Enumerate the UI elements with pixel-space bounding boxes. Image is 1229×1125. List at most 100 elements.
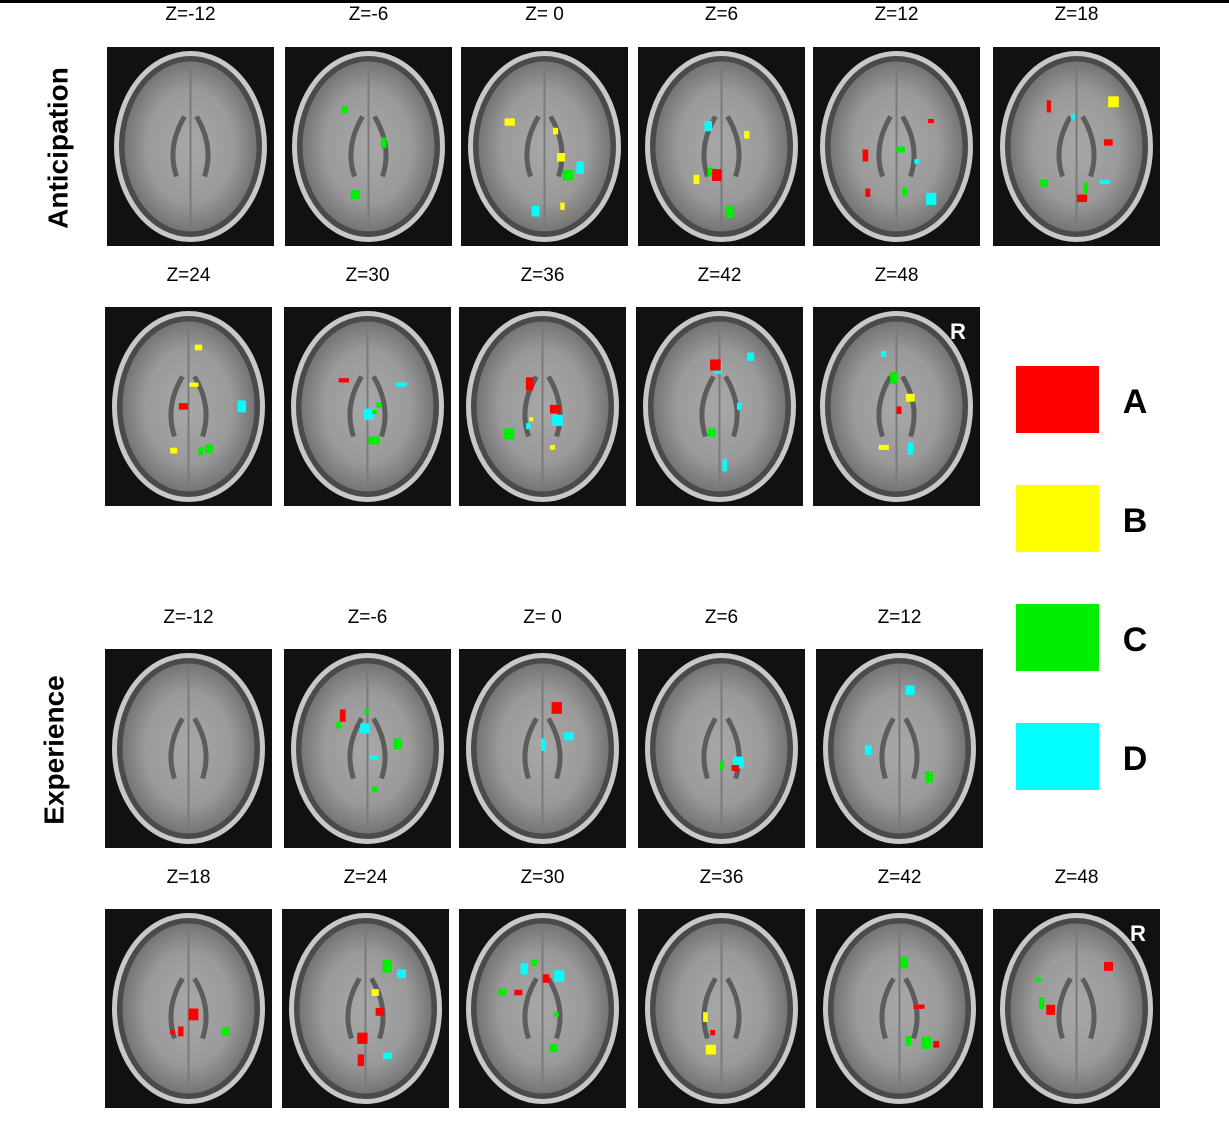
slice-label: Z=-12 <box>165 4 215 25</box>
activation-blob <box>397 969 406 979</box>
activation-blob <box>169 1029 175 1035</box>
slice-label: Z=42 <box>878 867 922 888</box>
legend-swatch <box>1016 366 1099 433</box>
legend-swatch <box>1016 604 1099 671</box>
activation-blob <box>925 771 933 783</box>
activation-blob <box>170 447 178 454</box>
activation-blob <box>526 423 531 430</box>
ventricles <box>522 977 563 1040</box>
brain-slice <box>638 649 805 848</box>
activation-blob <box>865 188 871 197</box>
activation-blob <box>576 161 584 174</box>
activation-blob <box>549 1044 558 1052</box>
slice-label: Z=48 <box>1055 867 1099 888</box>
slice-label: Z= 0 <box>525 4 564 25</box>
brain-slice <box>105 649 272 848</box>
activation-blob <box>905 1036 912 1046</box>
activation-blob <box>747 352 755 361</box>
activation-blob <box>504 118 515 126</box>
activation-blob <box>339 709 346 722</box>
slice-label: Z=12 <box>875 4 919 25</box>
ventricles <box>524 115 565 178</box>
activation-blob <box>498 988 507 996</box>
brain-slice <box>285 47 452 246</box>
activation-blob <box>541 738 546 752</box>
activation-blob <box>553 1012 559 1017</box>
activation-blob <box>703 1012 708 1022</box>
activation-blob <box>1046 1004 1056 1015</box>
brain-slice <box>993 47 1160 246</box>
section-label: Anticipation <box>42 67 73 229</box>
activation-blob <box>722 459 728 472</box>
activation-blob <box>896 146 905 153</box>
activation-blob <box>744 130 750 139</box>
activation-blob <box>905 685 915 695</box>
activation-blob <box>554 970 565 982</box>
legend-swatch <box>1016 485 1099 552</box>
brain-slice <box>461 47 628 246</box>
brain-slice <box>993 909 1160 1108</box>
ventricles <box>347 717 388 780</box>
ventricles <box>170 115 211 178</box>
activation-blob <box>719 761 725 770</box>
slice-label: Z=-6 <box>348 607 388 628</box>
activation-blob <box>921 1036 932 1049</box>
activation-blob <box>1035 977 1042 982</box>
slice-label: Z=-12 <box>163 607 213 628</box>
activation-blob <box>928 118 934 124</box>
activation-blob <box>1046 100 1051 113</box>
legend-label: B <box>1123 502 1148 540</box>
activation-blob <box>907 442 914 455</box>
activation-blob <box>862 149 869 162</box>
brain-slice <box>284 307 451 506</box>
legend-label: D <box>1123 740 1148 778</box>
activation-blob <box>364 408 374 421</box>
activation-blob <box>371 989 379 996</box>
ventricles <box>347 375 388 438</box>
activation-blob <box>926 192 937 205</box>
orientation-marker: R <box>950 319 966 344</box>
activation-blob <box>1108 96 1119 108</box>
ventricles <box>522 717 563 780</box>
activation-blob <box>693 174 700 185</box>
activation-blob <box>880 351 887 357</box>
activation-blob <box>705 1044 716 1055</box>
brain-slice <box>638 909 805 1108</box>
brain-slice <box>638 47 805 246</box>
activation-blob <box>531 959 538 967</box>
activation-blob <box>188 1008 199 1021</box>
section-label: Experience <box>38 675 69 824</box>
brain-slice <box>459 909 626 1108</box>
brain-slice <box>107 47 274 246</box>
activation-blob <box>381 137 387 148</box>
slice-label: Z=30 <box>521 867 565 888</box>
slice-label: Z=36 <box>521 265 565 286</box>
slice-label: Z=18 <box>167 867 211 888</box>
slice-label: Z=36 <box>700 867 744 888</box>
brain-slice <box>282 909 449 1108</box>
activation-blob <box>368 436 380 445</box>
slice-label: Z=30 <box>346 265 390 286</box>
ventricles <box>701 115 742 178</box>
brain-slice <box>284 649 451 848</box>
activation-blob <box>514 989 523 996</box>
slice-label: Z=42 <box>698 265 742 286</box>
slice-label: Z=6 <box>705 4 738 25</box>
activation-blob <box>178 1026 184 1037</box>
activation-blob <box>503 428 515 440</box>
activation-blob <box>553 127 559 135</box>
slice-label: Z=12 <box>878 607 922 628</box>
brain-slice <box>459 649 626 848</box>
activation-blob <box>551 702 562 714</box>
ventricles <box>876 115 917 178</box>
activation-blob <box>712 169 722 181</box>
activation-blob <box>564 732 574 741</box>
activation-blob <box>529 417 534 422</box>
ventricles <box>699 375 740 438</box>
activation-blob <box>1099 179 1110 185</box>
activation-blob <box>364 709 370 714</box>
slice-label: Z= 0 <box>523 607 562 628</box>
activation-blob <box>878 444 889 450</box>
activation-blob <box>732 756 744 769</box>
